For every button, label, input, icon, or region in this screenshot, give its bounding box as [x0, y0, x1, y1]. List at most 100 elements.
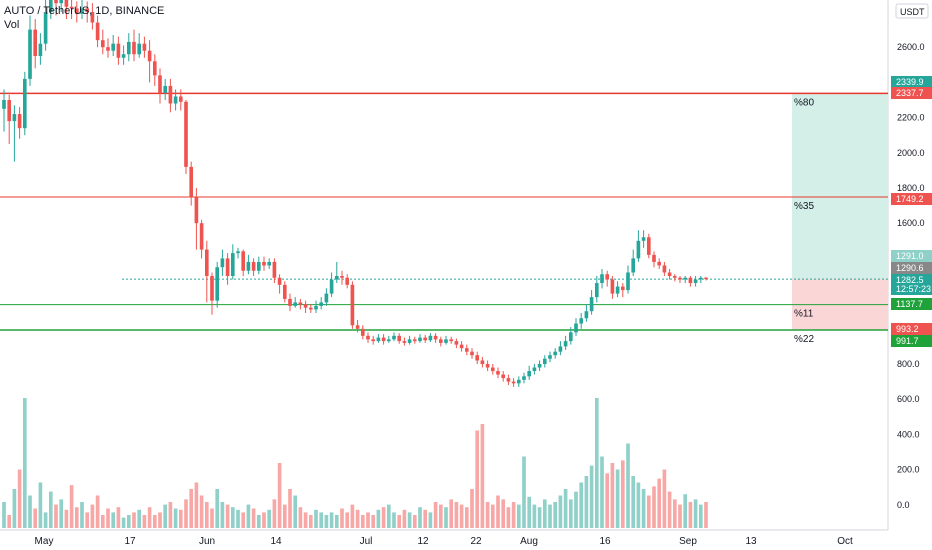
volume-bar [480, 424, 485, 528]
candle-body [516, 379, 521, 384]
time-tick-label: 13 [745, 536, 757, 547]
candle-body [2, 100, 6, 109]
volume-bar [314, 509, 318, 528]
candle-body [459, 344, 464, 349]
candle-body [7, 100, 12, 122]
volume-bar [246, 504, 251, 528]
volume-bar [59, 499, 64, 528]
time-tick-label: 22 [470, 536, 482, 547]
volume-bar [657, 478, 662, 528]
candle-body [334, 276, 339, 280]
candle-body [28, 29, 32, 79]
price-tick-label: 400.0 [897, 429, 920, 439]
candle-body [43, 12, 48, 44]
candle-body [454, 341, 459, 345]
volume-bar [210, 508, 214, 528]
time-tick-label: 14 [270, 536, 282, 547]
volume-bar [475, 430, 480, 528]
candle-body [303, 304, 308, 308]
candle-body [610, 279, 615, 294]
candle-body [147, 50, 152, 62]
candle-body [672, 276, 677, 278]
volume-bar [683, 494, 688, 528]
candle-body [38, 43, 43, 56]
price-badge-label: 2337.7 [896, 88, 924, 98]
candle-body [282, 284, 287, 299]
volume-bar [428, 512, 433, 528]
candle-body [683, 277, 688, 280]
candle-body [54, 0, 58, 4]
volume-bar [12, 489, 17, 528]
price-badge-label: 2339.9 [896, 77, 924, 87]
volume-bar [449, 499, 454, 528]
candle-body [407, 339, 412, 343]
volume-bar [506, 507, 511, 528]
candle-body [574, 323, 578, 333]
volume-bar [225, 504, 230, 528]
candle-body [204, 249, 209, 276]
candle-body [158, 75, 162, 93]
currency-badge-label: USDT [900, 7, 925, 17]
candle-body [381, 337, 386, 342]
volume-bar [631, 476, 636, 528]
candle-body [272, 261, 277, 278]
volume-bar [282, 504, 287, 528]
volume-bar [85, 512, 90, 528]
chart-legend: AUTO / TetherUS, 1D, BINANCE Vol [4, 4, 164, 32]
volume-bar [48, 491, 53, 528]
candle-body [693, 279, 698, 284]
volume-bar [236, 509, 240, 528]
candle-body [470, 351, 474, 356]
currency-badge[interactable] [895, 3, 929, 19]
price-badge-label: 1282.5 [896, 275, 924, 285]
candle-body [501, 374, 506, 379]
candle-body [418, 337, 422, 342]
candle-body [605, 274, 610, 280]
volume-bar [350, 504, 355, 528]
volume-bar [418, 507, 422, 528]
volume-bar [423, 509, 428, 528]
time-tick-label: Jun [199, 536, 215, 547]
zone-label-1: %35 [794, 201, 814, 212]
candle-body [69, 6, 74, 9]
volume-bar [652, 486, 656, 528]
candle-body [199, 223, 204, 250]
candle-body [485, 364, 490, 368]
volume-bar [116, 507, 121, 528]
volume-bar [386, 504, 391, 528]
candle-body [579, 318, 584, 324]
volume-bar [626, 443, 630, 528]
candle-body [360, 328, 365, 336]
volume-bar [397, 515, 402, 528]
candle-body [267, 261, 272, 266]
candle-body [428, 335, 433, 341]
candle-body [506, 378, 511, 382]
candle-body [64, 0, 69, 7]
volume-bar [454, 502, 459, 528]
candle-body [548, 355, 552, 359]
candle-body [215, 267, 220, 301]
volume-bar [667, 491, 672, 528]
candle-body [350, 284, 355, 326]
candle-body [641, 237, 646, 241]
price-tick-label: 0.0 [897, 500, 910, 510]
candle-body [74, 8, 79, 14]
candle-body [126, 41, 131, 55]
zone-0 [792, 93, 888, 280]
volume-bar [2, 502, 6, 528]
candle-body [615, 286, 620, 294]
price-badge-label: 991.7 [896, 336, 919, 346]
volume-bar [600, 456, 604, 528]
candle-body [319, 302, 324, 306]
candle-body [298, 302, 303, 305]
price-badge [891, 262, 932, 274]
candle-body [589, 297, 594, 312]
candle-body [256, 261, 261, 271]
volume-bar [142, 515, 147, 528]
candle-body [314, 305, 318, 310]
candle-body [386, 339, 391, 342]
candle-body [438, 339, 443, 343]
price-badge-label: 1290.6 [896, 263, 924, 273]
volume-bar [80, 502, 84, 528]
